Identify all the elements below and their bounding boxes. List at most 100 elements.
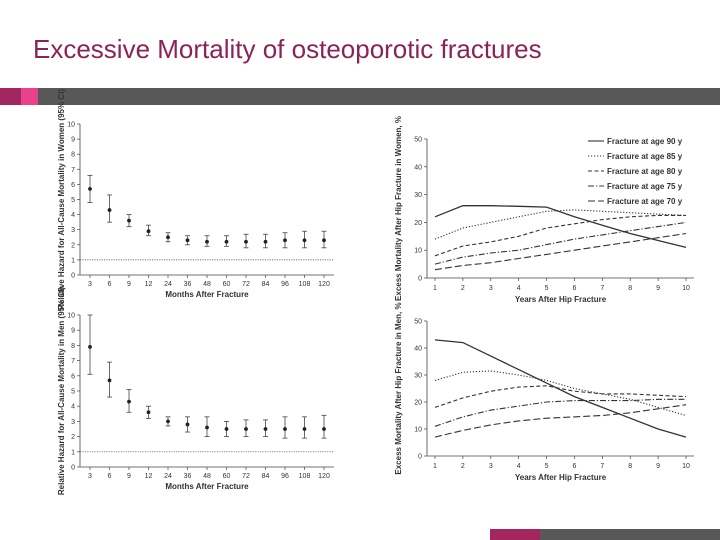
x-tick-label: 84 <box>262 281 270 288</box>
x-tick-label: 2 <box>461 285 465 292</box>
y-tick-label: 50 <box>414 137 422 144</box>
x-tick-label: 96 <box>281 281 289 288</box>
data-point <box>107 208 112 212</box>
x-tick-label: 5 <box>545 285 549 292</box>
header-divider-bar <box>38 88 720 105</box>
series-line <box>434 209 687 240</box>
y-tick-label: 40 <box>414 164 422 171</box>
data-point <box>146 410 151 415</box>
legend-label: Fracture at age 75 y <box>607 182 683 191</box>
x-tick-label: 3 <box>88 473 92 480</box>
data-point <box>302 238 307 243</box>
series-line <box>434 404 687 438</box>
data-point <box>166 235 170 240</box>
y-tick-label: 4 <box>71 212 75 219</box>
y-tick-label: 9 <box>71 328 75 335</box>
x-tick-label: 10 <box>682 463 690 470</box>
data-point <box>88 345 92 349</box>
x-axis-label: Months After Fracture <box>165 290 249 299</box>
legend-label: Fracture at age 70 y <box>607 197 683 206</box>
series-line <box>434 370 687 417</box>
y-tick-label: 3 <box>71 227 75 234</box>
data-point <box>244 239 248 244</box>
data-point <box>107 378 112 383</box>
x-tick-label: 5 <box>545 463 549 470</box>
y-tick-label: 10 <box>67 122 75 129</box>
legend-label: Fracture at age 85 y <box>607 152 683 161</box>
x-tick-label: 84 <box>262 473 270 480</box>
y-tick-label: 20 <box>414 400 422 407</box>
x-axis-label: Years After Hip Fracture <box>515 295 607 304</box>
x-tick-label: 7 <box>600 463 604 470</box>
legend-label: Fracture at age 80 y <box>607 167 683 176</box>
y-tick-label: 7 <box>71 358 75 365</box>
x-tick-label: 3 <box>88 281 92 288</box>
y-tick-label: 9 <box>71 137 75 144</box>
x-tick-label: 120 <box>318 473 330 480</box>
data-point <box>185 238 190 243</box>
y-tick-label: 1 <box>71 257 75 264</box>
y-tick-label: 40 <box>414 346 422 353</box>
y-axis-label: Excess Mortality After Hip Fracture in W… <box>394 116 403 301</box>
data-point <box>205 239 209 244</box>
series-line <box>434 339 687 438</box>
data-point <box>205 425 209 430</box>
footer-accent-gray <box>540 529 720 540</box>
y-axis-label: Relative Hazard for All-Cause Mortality … <box>57 89 66 310</box>
y-tick-label: 1 <box>71 449 75 456</box>
slide-title: Excessive Mortality of osteoporotic frac… <box>33 34 542 64</box>
x-tick-label: 1 <box>433 463 437 470</box>
x-tick-label: 4 <box>517 285 521 292</box>
y-tick-label: 0 <box>418 276 422 283</box>
accent-block-dark <box>0 88 21 105</box>
x-tick-label: 24 <box>164 281 172 288</box>
y-tick-label: 20 <box>414 220 422 227</box>
y-tick-label: 30 <box>414 373 422 380</box>
data-point <box>283 427 287 431</box>
x-tick-label: 3 <box>489 463 493 470</box>
x-tick-label: 9 <box>656 285 660 292</box>
x-tick-label: 60 <box>223 281 231 288</box>
x-tick-label: 6 <box>572 285 576 292</box>
x-tick-label: 8 <box>628 285 632 292</box>
y-tick-label: 4 <box>71 404 75 411</box>
x-tick-label: 48 <box>203 281 211 288</box>
data-point <box>322 427 326 431</box>
x-tick-label: 6 <box>108 473 112 480</box>
x-tick-label: 3 <box>489 285 493 292</box>
y-tick-label: 10 <box>414 427 422 434</box>
x-tick-label: 6 <box>108 281 112 288</box>
x-tick-label: 36 <box>184 473 192 480</box>
data-point <box>224 427 229 431</box>
series-line <box>434 205 687 249</box>
data-point <box>302 427 307 431</box>
y-tick-label: 30 <box>414 192 422 199</box>
y-tick-label: 2 <box>71 434 75 441</box>
data-point <box>283 238 287 243</box>
data-point <box>88 187 92 191</box>
x-tick-label: 6 <box>572 463 576 470</box>
y-tick-label: 0 <box>71 465 75 472</box>
y-tick-label: 2 <box>71 242 75 249</box>
x-tick-label: 72 <box>242 473 250 480</box>
y-tick-label: 10 <box>414 248 422 255</box>
y-tick-label: 0 <box>71 273 75 280</box>
data-point <box>263 427 268 431</box>
x-tick-label: 12 <box>145 473 153 480</box>
x-tick-label: 9 <box>127 473 131 480</box>
y-tick-label: 50 <box>414 319 422 326</box>
x-axis-label: Years After Hip Fracture <box>515 473 607 482</box>
legend-label: Fracture at age 90 y <box>607 137 683 146</box>
x-tick-label: 24 <box>164 473 172 480</box>
y-tick-label: 7 <box>71 167 75 174</box>
data-point <box>322 238 326 243</box>
x-tick-label: 9 <box>127 281 131 288</box>
data-point <box>166 419 170 424</box>
y-tick-label: 8 <box>71 152 75 159</box>
x-tick-label: 120 <box>318 281 330 288</box>
y-axis-label: Excess Mortality After Hip Fracture in M… <box>394 302 403 474</box>
x-tick-label: 96 <box>281 473 289 480</box>
data-point <box>263 239 268 244</box>
